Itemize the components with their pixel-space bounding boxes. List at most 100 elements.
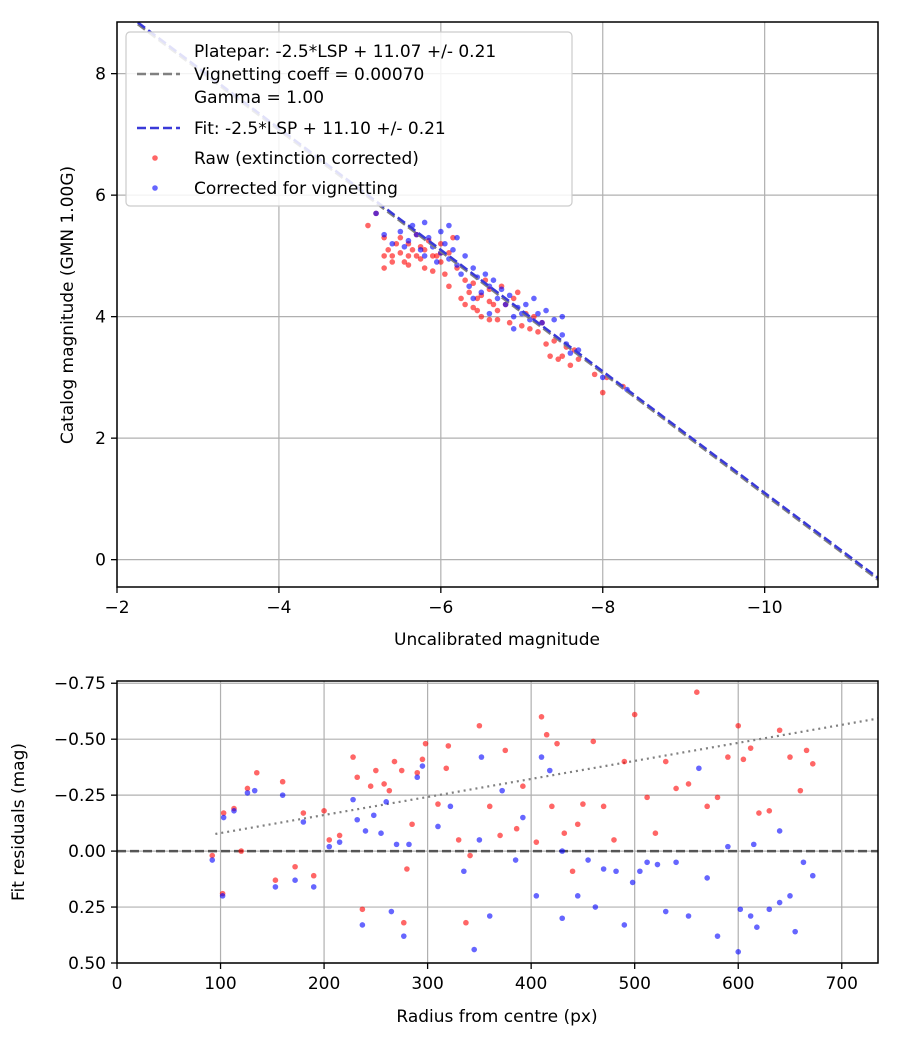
bottom-series — [209, 689, 816, 955]
corrected-for-vignetting-point — [476, 837, 483, 843]
corrected-for-vignetting-point — [512, 857, 519, 863]
raw-extinction-corrected-point — [445, 743, 452, 749]
legend-corrected-label: Corrected for vignetting — [194, 179, 398, 199]
y-tick-label: 6 — [95, 186, 106, 206]
corrected-for-vignetting-point — [310, 884, 317, 890]
corrected-for-vignetting-point — [750, 841, 757, 848]
corrected-for-vignetting-point — [435, 823, 441, 830]
raw-extinction-corrected-point — [438, 240, 444, 247]
raw-extinction-corrected-point — [740, 756, 747, 763]
raw-extinction-corrected-point — [735, 722, 742, 729]
corrected-for-vignetting-point — [520, 814, 526, 821]
corrected-for-vignetting-point — [326, 843, 333, 850]
top-y-axis-label: Catalog magnitude (GMN 1.00G) — [58, 166, 78, 444]
raw-extinction-corrected-point — [631, 711, 638, 718]
raw-extinction-corrected-point — [694, 689, 700, 695]
raw-extinction-corrected-point — [486, 803, 493, 810]
y-tick-label: 0.00 — [68, 842, 106, 862]
raw-extinction-corrected-point — [599, 389, 606, 396]
corrected-for-vignetting-point — [629, 879, 636, 886]
corrected-for-vignetting-point — [209, 857, 216, 863]
corrected-for-vignetting-point — [405, 237, 412, 244]
raw-extinction-corrected-point — [467, 852, 473, 859]
corrected-for-vignetting-point — [471, 946, 478, 953]
corrected-for-vignetting-point — [776, 828, 783, 834]
raw-extinction-corrected-point — [494, 316, 501, 323]
corrected-for-vignetting-point — [421, 253, 428, 259]
raw-extinction-corrected-point — [474, 307, 481, 314]
x-tick-label: −8 — [590, 598, 615, 618]
corrected-for-vignetting-point — [417, 247, 424, 253]
corrected-for-vignetting-point — [478, 289, 485, 296]
corrected-for-vignetting-point — [370, 812, 377, 819]
corrected-for-vignetting-point — [800, 859, 807, 866]
raw-extinction-corrected-point — [409, 821, 415, 828]
bottom-lines — [117, 717, 878, 853]
raw-extinction-corrected-point — [389, 253, 396, 259]
corrected-for-vignetting-point — [714, 933, 721, 939]
raw-extinction-corrected-point — [272, 877, 279, 883]
y-tick-label: 0.50 — [68, 954, 106, 974]
x-tick-label: −2 — [104, 598, 129, 618]
x-tick-label: 0 — [112, 974, 123, 994]
raw-extinction-corrected-point — [359, 906, 366, 913]
raw-extinction-corrected-point — [531, 313, 537, 320]
corrected-for-vignetting-point — [654, 861, 661, 868]
top-ticks: −2 −4 −6 −8 −10 0 2 4 6 8 — [95, 65, 782, 618]
raw-extinction-corrected-point — [569, 868, 576, 875]
corrected-for-vignetting-point — [461, 868, 467, 875]
raw-extinction-corrected-point — [429, 253, 436, 259]
raw-extinction-corrected-point — [673, 785, 679, 792]
raw-extinction-corrected-point — [776, 727, 783, 734]
corrected-for-vignetting-point — [502, 301, 509, 308]
x-tick-label: 500 — [618, 974, 650, 994]
corrected-for-vignetting-point — [373, 210, 379, 217]
raw-extinction-corrected-point — [520, 783, 526, 789]
raw-extinction-corrected-point — [398, 767, 405, 774]
raw-extinction-corrected-point — [391, 758, 398, 765]
raw-extinction-corrected-point — [336, 832, 343, 839]
corrected-for-vignetting-point — [219, 893, 226, 899]
corrected-for-vignetting-point — [559, 848, 566, 854]
raw-extinction-corrected-point — [279, 778, 286, 785]
raw-extinction-corrected-point — [549, 803, 555, 810]
vignetting-line — [215, 717, 878, 836]
raw-extinction-corrected-point — [543, 731, 550, 738]
corrected-for-vignetting-point — [478, 754, 485, 760]
corrected-for-vignetting-point — [574, 893, 581, 899]
raw-extinction-corrected-point — [458, 295, 464, 302]
raw-extinction-corrected-point — [354, 774, 361, 781]
raw-extinction-corrected-point — [462, 301, 468, 308]
corrected-for-vignetting-point — [809, 872, 816, 879]
x-tick-label: 300 — [411, 974, 443, 994]
raw-extinction-corrected-point — [797, 787, 804, 794]
raw-extinction-corrected-point — [405, 262, 412, 268]
corrected-for-vignetting-point — [300, 819, 307, 825]
corrected-for-vignetting-point — [231, 808, 237, 814]
corrected-for-vignetting-point — [381, 231, 387, 238]
corrected-for-vignetting-point — [425, 234, 432, 241]
corrected-for-vignetting-point — [510, 313, 517, 320]
raw-extinction-corrected-point — [405, 253, 412, 259]
raw-extinction-corrected-point — [704, 803, 710, 810]
corrected-for-vignetting-point — [397, 228, 404, 235]
raw-extinction-corrected-point — [442, 271, 448, 277]
raw-extinction-corrected-point — [367, 783, 374, 789]
corrected-for-vignetting-point — [735, 949, 742, 955]
raw-extinction-corrected-point — [600, 803, 607, 810]
raw-extinction-corrected-point — [591, 371, 598, 378]
corrected-for-vignetting-point — [393, 841, 400, 848]
corrected-for-vignetting-point — [510, 326, 517, 332]
corrected-for-vignetting-point — [696, 765, 702, 772]
corrected-for-vignetting-point — [362, 828, 369, 834]
corrected-for-vignetting-point — [413, 231, 420, 238]
bottom-y-axis-label: Fit residuals (mag) — [9, 743, 29, 901]
corrected-for-vignetting-point — [244, 790, 251, 796]
raw-extinction-corrected-point — [685, 781, 692, 787]
corrected-for-vignetting-point — [482, 271, 489, 277]
raw-extinction-corrected-point — [510, 295, 517, 302]
corrected-for-vignetting-point — [414, 774, 421, 781]
corrected-for-vignetting-point — [494, 295, 501, 302]
raw-extinction-corrected-point — [478, 313, 485, 320]
